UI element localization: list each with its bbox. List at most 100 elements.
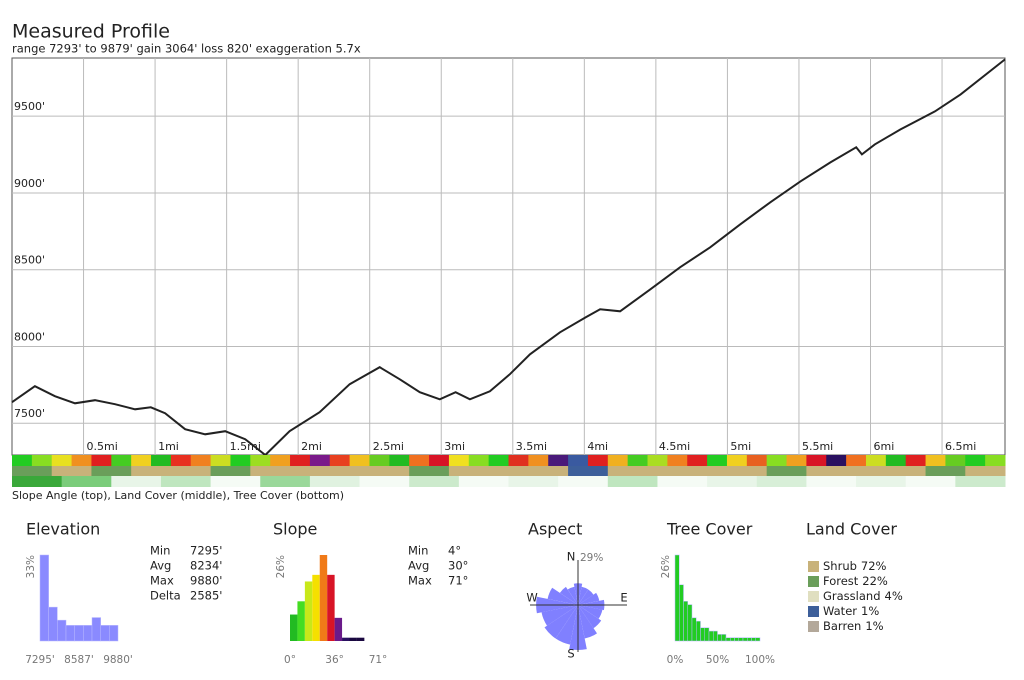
strip-cell — [607, 476, 658, 487]
legend-swatch — [808, 591, 819, 602]
panel-title: Aspect — [528, 520, 582, 539]
strip-cell — [448, 466, 490, 476]
bar — [57, 619, 67, 642]
bar — [738, 637, 744, 642]
legend-swatch — [808, 621, 819, 632]
bar — [65, 625, 75, 642]
strip-cell — [568, 466, 609, 476]
stat-label: Min — [150, 544, 170, 558]
strip-cell — [369, 466, 410, 476]
bar — [730, 637, 735, 642]
bar — [356, 637, 365, 641]
strip-cell — [111, 476, 162, 487]
direction-label: W — [526, 591, 537, 605]
panel-title: Land Cover — [806, 520, 897, 539]
strip-cell — [726, 466, 768, 476]
legend-swatch — [808, 561, 819, 572]
bar — [742, 637, 748, 642]
strip-cell — [458, 476, 509, 487]
bar — [39, 554, 49, 642]
strip-cell — [91, 455, 112, 466]
bar — [679, 584, 684, 642]
strip-cell — [607, 455, 629, 466]
strip-cell — [131, 466, 172, 476]
strip-cell — [846, 466, 887, 476]
y-tick-label: 7500' — [14, 407, 45, 420]
x-tick-label: 0% — [667, 654, 684, 666]
legend-value: 22% — [862, 574, 888, 588]
y-tick-label: 26% — [660, 555, 672, 578]
strip-cell — [885, 455, 907, 466]
bar — [327, 574, 335, 641]
strip-cell — [131, 455, 152, 466]
x-tick-label: 36° — [325, 654, 344, 666]
strip-cell — [151, 455, 172, 466]
petal — [578, 605, 602, 629]
x-tick-label: 1mi — [158, 440, 179, 453]
strip-cell — [786, 455, 807, 466]
strip-cell — [558, 476, 609, 487]
strip-cell — [448, 455, 470, 466]
bar — [334, 617, 343, 641]
bar — [751, 637, 756, 642]
strip-cell — [250, 455, 271, 466]
strip-cell — [210, 466, 251, 476]
strip-cell — [270, 455, 291, 466]
strip-cell — [856, 476, 907, 487]
strip-cell — [51, 466, 92, 476]
x-tick-label: 5mi — [730, 440, 751, 453]
x-tick-label: 0.5mi — [87, 440, 118, 453]
x-tick-label: 4.5mi — [659, 440, 690, 453]
bar — [48, 606, 58, 642]
petal — [555, 605, 578, 645]
strip-cell — [955, 476, 1006, 487]
legend-swatch — [808, 576, 819, 587]
x-tick-label: 71° — [369, 654, 388, 666]
stat-value: 7295' — [190, 544, 222, 558]
stat-label: Max — [150, 574, 174, 588]
bar — [747, 637, 752, 642]
strip-cell — [607, 466, 649, 476]
legend-name: Shrub — [823, 559, 857, 573]
strip-cell — [826, 455, 847, 466]
legend-label: Barren 1% — [823, 619, 884, 633]
petal — [578, 605, 597, 639]
strip-cell — [846, 455, 867, 466]
strip-cell — [488, 466, 529, 476]
x-tick-label: 0° — [284, 654, 296, 666]
strip-cell — [329, 466, 370, 476]
x-tick-label: 6.5mi — [945, 440, 976, 453]
petal — [578, 586, 589, 605]
bar — [319, 555, 328, 641]
y-tick-label: 8000' — [14, 330, 45, 343]
x-tick-label: 3mi — [444, 440, 465, 453]
bar — [691, 617, 697, 642]
stat-label: Avg — [408, 559, 429, 573]
strip-cell — [687, 466, 728, 476]
strip-cell — [71, 455, 92, 466]
chart-title: Measured Profile — [12, 21, 170, 43]
legend-name: Grassland — [823, 589, 881, 603]
legend-name: Water — [823, 604, 857, 618]
legend-label: Water 1% — [823, 604, 879, 618]
stat-value: 30° — [448, 559, 468, 573]
x-tick-label: 5.5mi — [802, 440, 833, 453]
strip-cell — [389, 455, 410, 466]
strip-cell — [210, 476, 261, 487]
strip-cell — [687, 455, 708, 466]
strip-cell — [885, 466, 927, 476]
bar — [713, 630, 718, 642]
strip-cell — [170, 466, 212, 476]
bar — [100, 625, 110, 642]
strip-cell — [359, 476, 410, 487]
strip-cell — [309, 476, 361, 487]
strip-cell — [965, 455, 986, 466]
strip-cell — [61, 476, 112, 487]
strip-cell — [508, 455, 529, 466]
bar — [683, 601, 688, 642]
bar — [708, 630, 714, 642]
strip-cell — [905, 476, 956, 487]
bar — [342, 637, 350, 641]
bar — [704, 627, 710, 642]
